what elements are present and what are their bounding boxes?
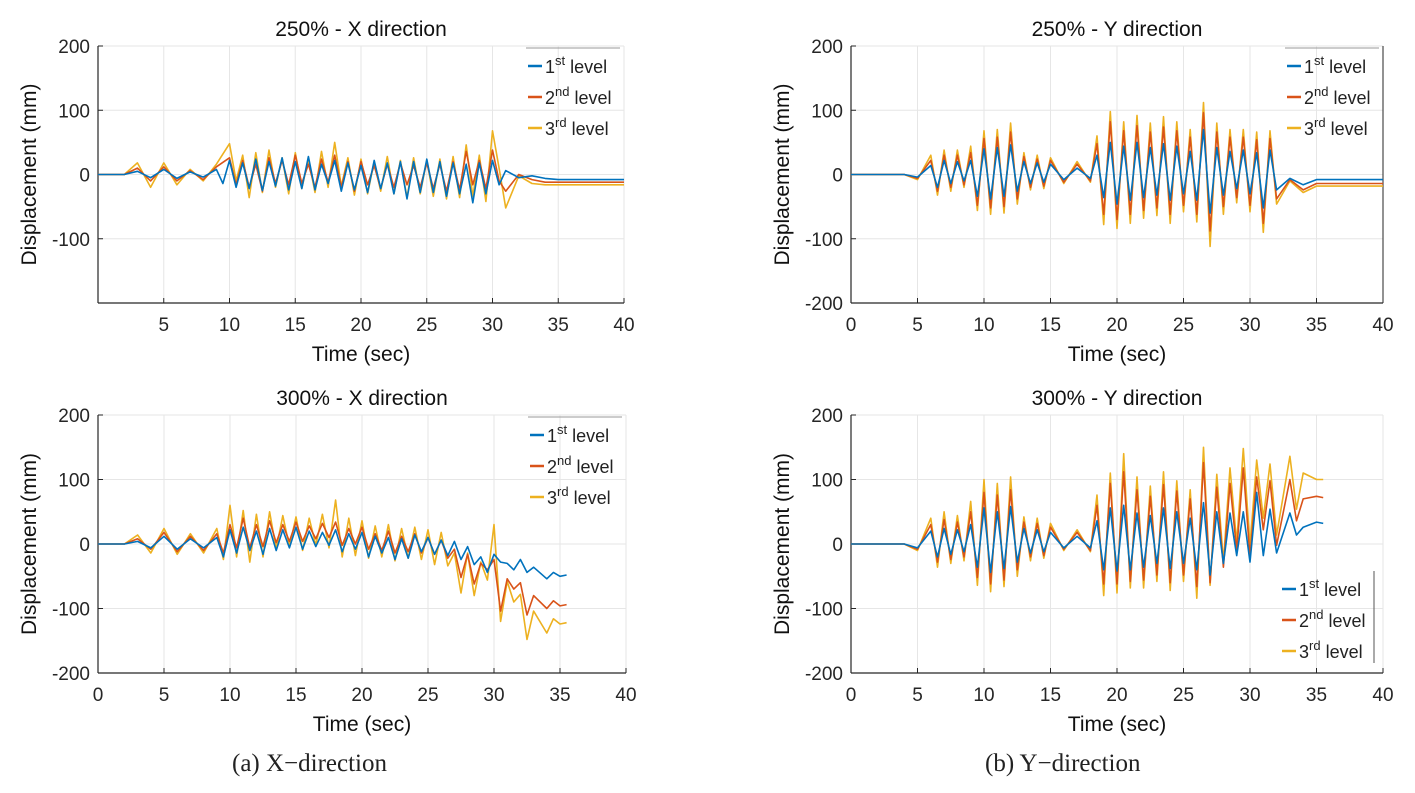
series-line-level-2 [98, 517, 567, 616]
x-tick-label: 10 [219, 315, 240, 336]
x-tick-label: 35 [1306, 685, 1327, 706]
x-tick-label: 35 [549, 685, 570, 706]
legend: 1st level 2nd level 3rd level [1282, 571, 1375, 663]
y-axis-label: Displacement (mm) [18, 83, 41, 265]
legend-label-level-2: 2nd level [547, 453, 614, 477]
y-tick-label: 0 [79, 166, 90, 187]
x-tick-label: 15 [285, 315, 306, 336]
x-tick-label: 5 [158, 315, 169, 336]
x-tick-label: 10 [219, 685, 240, 706]
y-tick-label: -200 [805, 294, 843, 315]
x-axis-label: Time (sec) [312, 343, 410, 366]
legend: 1st level 2nd level 3rd level [1285, 47, 1379, 139]
y-tick-label: 200 [811, 37, 843, 58]
x-tick-label: 20 [350, 315, 371, 336]
y-tick-label: -100 [52, 230, 90, 251]
x-tick-label: 15 [285, 685, 306, 706]
x-tick-label: 20 [1106, 685, 1127, 706]
x-tick-label: 0 [846, 685, 857, 706]
x-tick-label: 25 [1173, 685, 1194, 706]
y-tick-label: -100 [52, 600, 90, 621]
y-tick-label: -100 [805, 600, 843, 621]
x-tick-label: 40 [613, 315, 634, 336]
legend-label-level-3: 3rd level [547, 484, 611, 508]
y-tick-label: 200 [811, 406, 843, 427]
x-tick-label: 10 [973, 685, 994, 706]
chart-1: 5 10 15 20 25 30 35 40 -100 0 100 200 250% - X direc… [18, 18, 635, 366]
y-tick-label: 0 [832, 166, 843, 187]
legend-label-level-2: 2nd level [1304, 84, 1371, 108]
y-tick-label: -200 [52, 664, 90, 685]
x-tick-label: 30 [482, 315, 503, 336]
y-tick-label: -100 [805, 230, 843, 251]
y-tick-label: 0 [79, 535, 90, 556]
chart-2: 0 5 10 15 20 25 30 35 40 -200 -100 0 100 200 250% - Y … [771, 18, 1394, 366]
x-tick-label: 5 [159, 685, 170, 706]
y-tick-label: 200 [58, 37, 90, 58]
chart-3: 0 5 10 15 20 25 30 35 40 -200 -100 0 100 200 300% - X … [18, 387, 637, 736]
legend-label-level-1: 1st level [547, 422, 609, 446]
x-tick-label: 35 [548, 315, 569, 336]
chart-title: 250% - Y direction [1032, 18, 1203, 41]
chart-4: 0 5 10 15 20 25 30 35 40 -200 -100 0 100 200 300% - Y … [771, 387, 1394, 736]
legend-label-level-1: 1st level [1304, 53, 1366, 77]
series-line-level-1 [851, 128, 1383, 214]
legend: 1st level 2nd level 3rd level [526, 47, 620, 139]
series-line-level-1 [98, 155, 624, 204]
x-axis-label: Time (sec) [313, 713, 411, 736]
x-tick-label: 20 [351, 685, 372, 706]
x-tick-label: 20 [1106, 315, 1127, 336]
y-axis-label: Displacement (mm) [771, 83, 794, 265]
legend-label-level-3: 3rd level [1299, 638, 1363, 662]
legend-label-level-3: 3rd level [1304, 115, 1368, 139]
legend-label-level-2: 2nd level [1299, 607, 1366, 631]
x-tick-label: 25 [1173, 315, 1194, 336]
x-tick-label: 10 [973, 315, 994, 336]
legend-label-level-3: 3rd level [545, 115, 609, 139]
chart-title: 250% - X direction [275, 18, 447, 41]
chart-title: 300% - Y direction [1032, 387, 1203, 410]
y-tick-label: 100 [811, 471, 843, 492]
x-tick-label: 35 [1306, 315, 1327, 336]
y-tick-label: 100 [58, 471, 90, 492]
y-tick-label: 100 [58, 101, 90, 122]
series-line-level-1 [98, 526, 567, 580]
x-tick-label: 15 [1040, 315, 1061, 336]
x-tick-label: 40 [1372, 685, 1393, 706]
x-tick-label: 30 [483, 685, 504, 706]
y-axis-label: Displacement (mm) [771, 453, 794, 635]
x-tick-label: 25 [416, 315, 437, 336]
legend-label-level-2: 2nd level [545, 84, 612, 108]
y-tick-label: -200 [805, 664, 843, 685]
caption-y-direction: (b) Y−direction [985, 750, 1141, 777]
x-tick-label: 25 [417, 685, 438, 706]
caption-x-direction: (a) X−direction [232, 750, 388, 777]
series-line-level-1 [851, 491, 1324, 576]
x-axis-label: Time (sec) [1068, 343, 1166, 366]
y-tick-label: 0 [832, 535, 843, 556]
series-line-level-2 [851, 461, 1324, 588]
x-tick-label: 30 [1239, 685, 1260, 706]
x-axis-label: Time (sec) [1068, 713, 1166, 736]
chart-title: 300% - X direction [276, 387, 448, 410]
x-tick-label: 0 [93, 685, 104, 706]
x-tick-label: 5 [912, 685, 923, 706]
y-axis-label: Displacement (mm) [18, 453, 41, 635]
legend-label-level-1: 1st level [1299, 576, 1361, 600]
legend: 1st level 2nd level 3rd level [528, 416, 622, 508]
x-tick-label: 5 [912, 315, 923, 336]
series-line-level-3 [98, 499, 567, 641]
y-tick-label: 200 [58, 406, 90, 427]
x-tick-label: 40 [615, 685, 636, 706]
x-tick-label: 15 [1040, 685, 1061, 706]
legend-label-level-1: 1st level [545, 53, 607, 77]
y-tick-label: 100 [811, 101, 843, 122]
x-tick-label: 40 [1372, 315, 1393, 336]
x-tick-label: 30 [1239, 315, 1260, 336]
x-tick-label: 0 [846, 315, 857, 336]
